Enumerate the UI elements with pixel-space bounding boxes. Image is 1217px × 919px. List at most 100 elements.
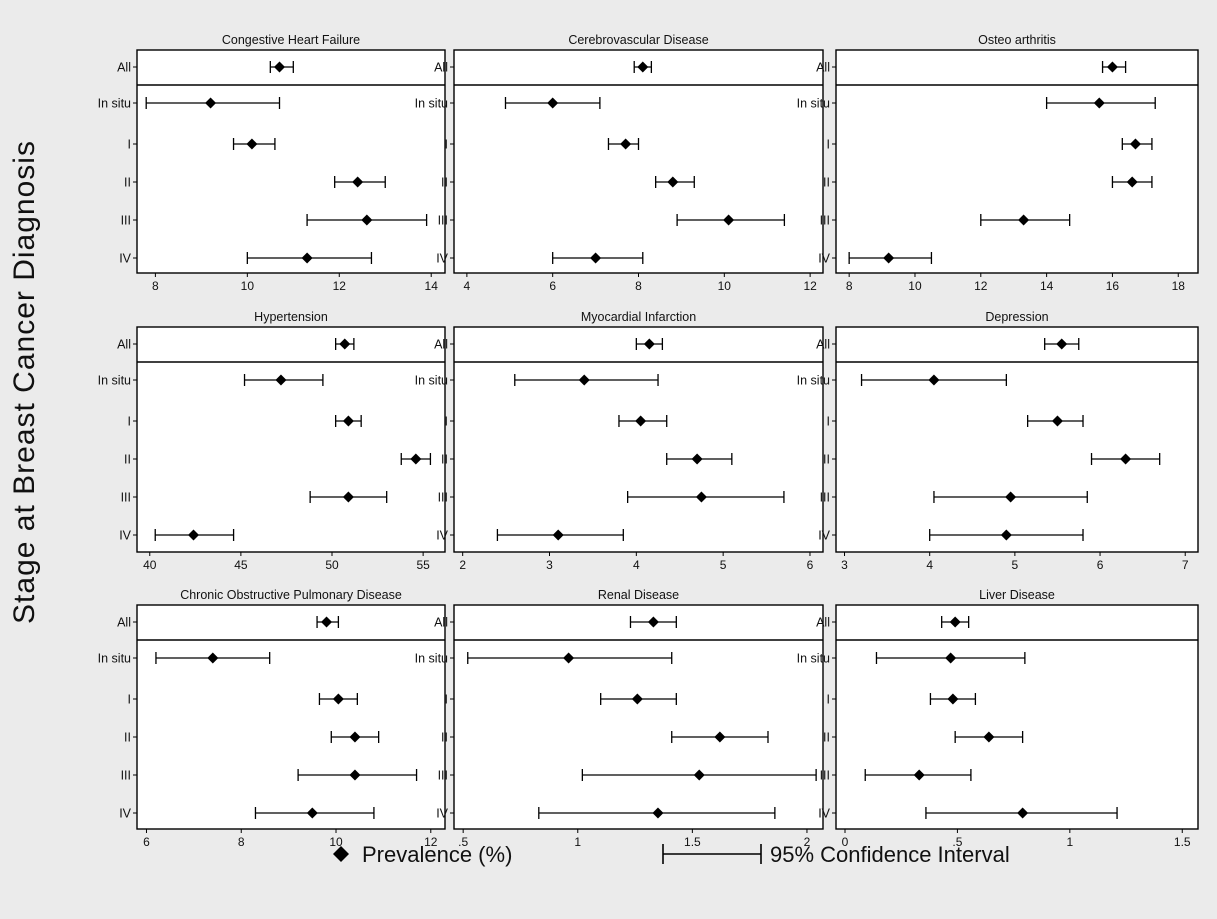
estimate-diamond <box>1018 214 1030 226</box>
category-label: All <box>816 616 830 630</box>
x-tick-label: 4 <box>633 558 640 572</box>
estimate-diamond <box>563 652 575 664</box>
estimate-diamond <box>306 807 318 819</box>
estimate-diamond <box>913 769 925 781</box>
x-tick-label: 3 <box>841 558 848 572</box>
x-tick-label: 18 <box>1172 279 1186 293</box>
x-tick-label: 10 <box>718 279 732 293</box>
category-label: I <box>128 138 131 152</box>
estimate-diamond <box>342 491 354 503</box>
estimate-diamond <box>332 693 344 705</box>
estimate-diamond <box>643 338 655 350</box>
data-point-iii <box>581 769 817 781</box>
category-label: IV <box>818 529 830 543</box>
data-point-all <box>629 616 677 628</box>
category-label: II <box>823 453 830 467</box>
category-label: II <box>823 176 830 190</box>
panel-frame <box>835 49 1199 274</box>
category-label: I <box>445 693 448 707</box>
data-point-all <box>316 616 340 628</box>
x-tick-label: 40 <box>143 558 157 572</box>
estimate-diamond <box>207 652 219 664</box>
category-label: III <box>820 491 830 505</box>
legend-ci-label: 95% Confidence Interval <box>770 842 1010 867</box>
x-tick-label: 1 <box>1066 835 1073 849</box>
estimate-diamond <box>352 176 364 188</box>
data-point-i <box>232 138 276 150</box>
estimate-diamond <box>695 491 707 503</box>
estimate-diamond <box>928 374 940 386</box>
x-tick-label: 8 <box>846 279 853 293</box>
estimate-diamond <box>620 138 632 150</box>
estimate-diamond <box>693 769 705 781</box>
category-label: In situ <box>98 97 131 111</box>
panel-frame <box>835 604 1199 830</box>
category-label: III <box>820 214 830 228</box>
data-point-ii <box>1111 176 1153 188</box>
data-point-i <box>1121 138 1153 150</box>
category-label: In situ <box>98 374 131 388</box>
category-label: In situ <box>98 652 131 666</box>
category-label: IV <box>818 807 830 821</box>
data-point-i <box>1026 415 1084 427</box>
data-point-iv <box>552 252 644 264</box>
category-label: All <box>434 616 448 630</box>
data-point-ii <box>954 731 1024 743</box>
category-label: I <box>827 693 830 707</box>
data-point-ii <box>330 731 380 743</box>
data-point-iv <box>538 807 776 819</box>
panel-frame <box>453 604 824 830</box>
data-point-in-situ <box>155 652 271 664</box>
category-label: III <box>438 214 448 228</box>
category-label: I <box>445 415 448 429</box>
estimate-diamond <box>1106 61 1118 73</box>
estimate-diamond <box>246 138 258 150</box>
data-point-in-situ <box>875 652 1026 664</box>
data-point-all <box>1044 338 1080 350</box>
estimate-diamond <box>1093 97 1105 109</box>
data-point-iv <box>246 252 373 264</box>
data-point-ii <box>655 176 695 188</box>
estimate-diamond <box>274 61 286 73</box>
data-point-ii <box>666 453 733 465</box>
panel-frame <box>453 49 824 274</box>
panel-frame <box>136 49 446 274</box>
category-label: IV <box>119 529 131 543</box>
data-point-in-situ <box>243 374 324 386</box>
data-point-iv <box>496 529 624 541</box>
estimate-diamond <box>339 338 351 350</box>
category-label: I <box>128 415 131 429</box>
x-tick-label: 1.5 <box>1174 835 1191 849</box>
category-label: II <box>823 731 830 745</box>
x-tick-label: 8 <box>152 279 159 293</box>
estimate-diamond <box>1126 176 1138 188</box>
x-tick-label: 8 <box>238 835 245 849</box>
category-label: In situ <box>797 97 830 111</box>
estimate-diamond <box>637 61 649 73</box>
data-point-iii <box>864 769 972 781</box>
category-label: IV <box>119 807 131 821</box>
data-point-iii <box>676 214 786 226</box>
x-tick-label: 12 <box>803 279 817 293</box>
category-label: I <box>445 138 448 152</box>
estimate-diamond <box>947 693 959 705</box>
x-tick-label: 7 <box>1182 558 1189 572</box>
legend-ci-icon <box>662 844 762 864</box>
data-point-iv <box>925 807 1118 819</box>
category-label: II <box>441 176 448 190</box>
legend-diamond-icon <box>333 846 349 862</box>
data-point-iii <box>297 769 418 781</box>
x-tick-label: 1 <box>574 835 581 849</box>
x-tick-label: 0 <box>842 835 849 849</box>
category-label: II <box>124 176 131 190</box>
category-label: III <box>121 214 131 228</box>
panel-frame <box>835 326 1199 553</box>
category-label: IV <box>436 252 448 266</box>
estimate-diamond <box>301 252 313 264</box>
category-label: All <box>434 338 448 352</box>
x-tick-label: 12 <box>974 279 988 293</box>
data-point-iii <box>626 491 785 503</box>
panel-title: Cerebrovascular Disease <box>568 33 708 47</box>
